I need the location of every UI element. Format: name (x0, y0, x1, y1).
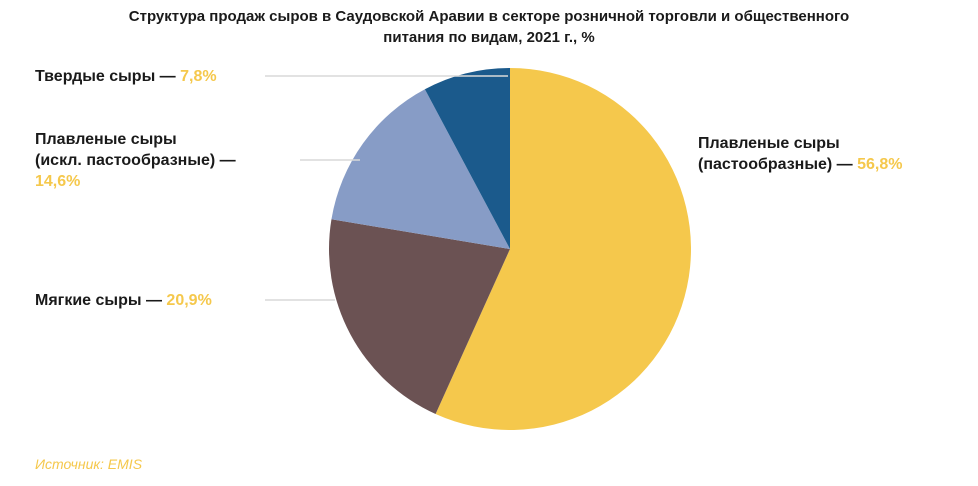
slice-processed-paste (435, 68, 691, 430)
slice-label-processed-paste: Плавленые сыры (пастообразные) — 56,8% (698, 133, 903, 175)
slice-label-processed-paste-line-2: (пастообразные) — (698, 156, 853, 173)
slice-label-processed-excl-line-2: (искл. пастообразные) — (35, 152, 236, 169)
chart-title-line-2: питания по видам, 2021 г., % (383, 29, 595, 46)
slice-label-soft-cheese-text: Мягкие сыры — (35, 292, 162, 309)
slice-label-hard-cheese: Твердые сыры — 7,8% (35, 66, 217, 87)
slice-processed-excl (331, 89, 510, 249)
slice-value-processed-paste: 56,8% (857, 156, 903, 173)
slice-value-soft-cheese: 20,9% (166, 292, 212, 309)
slice-label-processed-excl-line-1: Плавленые сыры (35, 131, 177, 148)
chart-title: Структура продаж сыров в Саудовской Арав… (0, 6, 978, 48)
slice-label-soft-cheese: Мягкие сыры — 20,9% (35, 290, 212, 311)
slice-label-processed-paste-line-1: Плавленые сыры (698, 135, 840, 152)
source-note: Источник: EMIS (35, 456, 143, 472)
slice-label-hard-cheese-text: Твердые сыры — (35, 68, 176, 85)
slice-soft-cheese (329, 219, 510, 414)
slice-value-hard-cheese: 7,8% (180, 68, 217, 85)
chart-title-line-1: Структура продаж сыров в Саудовской Арав… (128, 8, 850, 25)
slice-label-processed-excl: Плавленые сыры (искл. пастообразные) — 1… (35, 129, 236, 192)
slice-hard-cheese (424, 68, 510, 249)
slice-value-processed-excl: 14,6% (35, 173, 81, 190)
